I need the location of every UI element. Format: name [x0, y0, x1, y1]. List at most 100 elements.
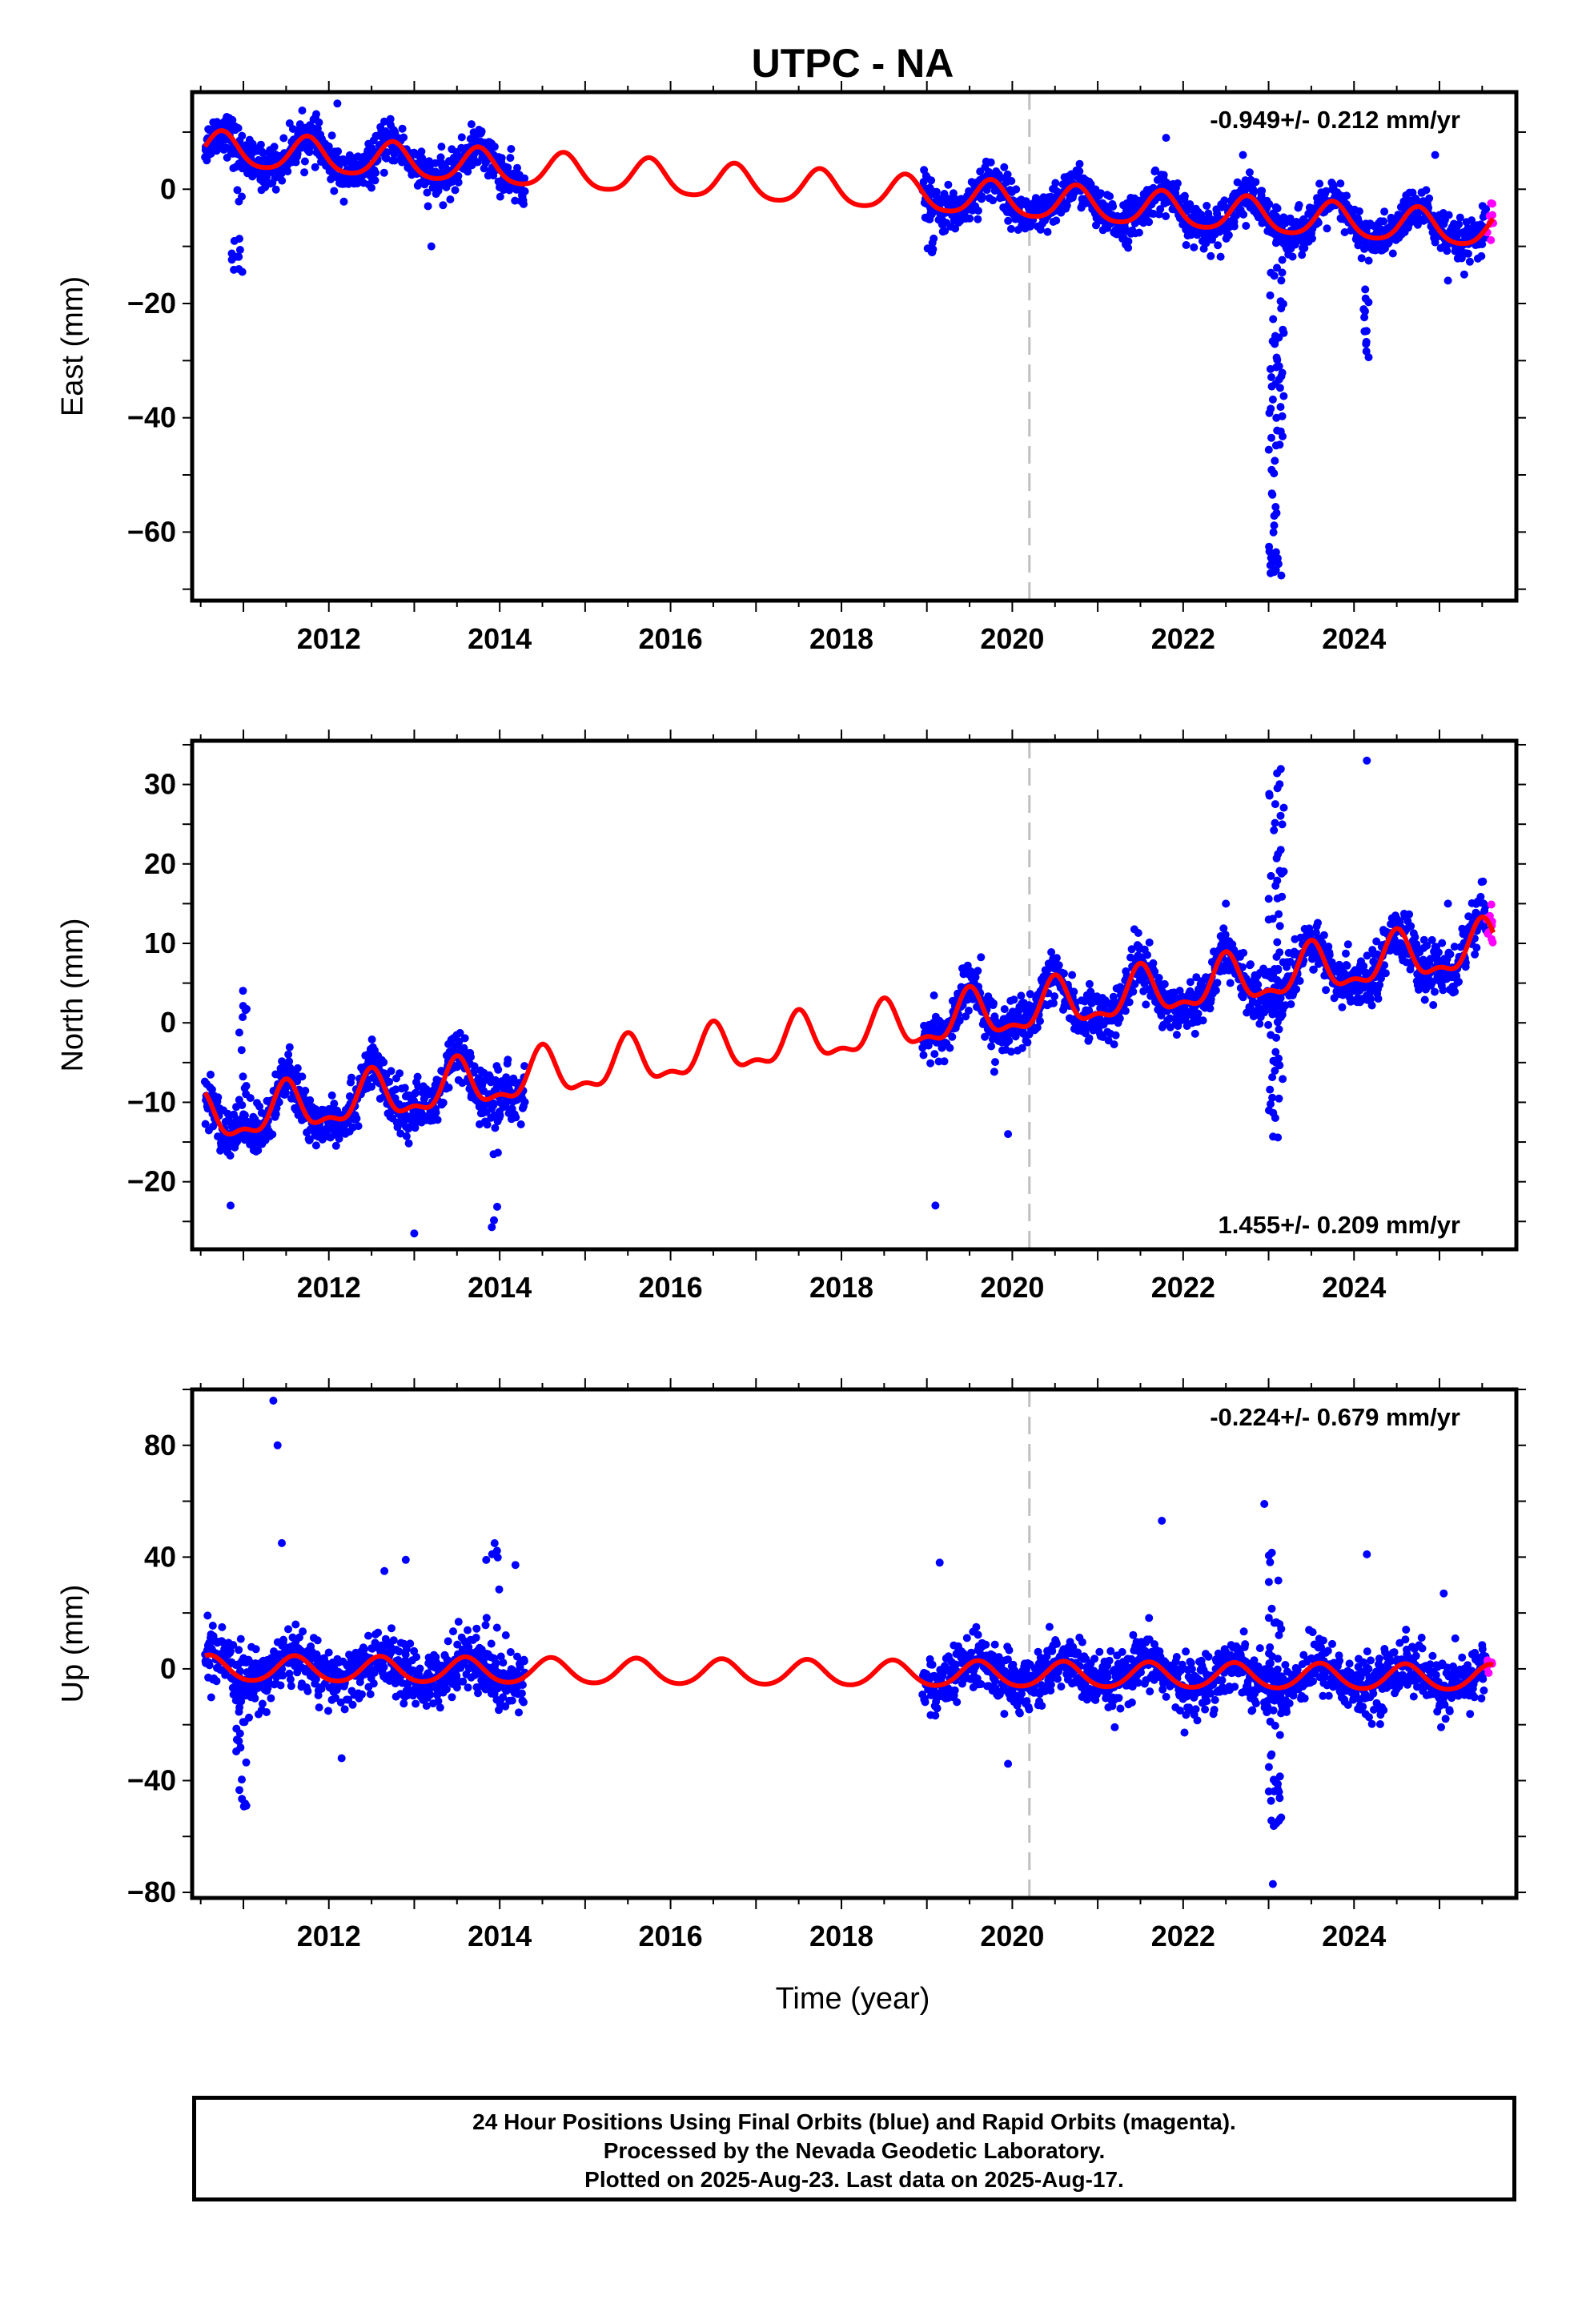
rapid-point: [1487, 235, 1496, 244]
rapid-point: [1488, 211, 1497, 219]
final-point: [1434, 948, 1443, 957]
final-point: [1003, 170, 1012, 179]
final-point: [311, 163, 319, 171]
final-point: [1268, 395, 1277, 404]
final-point: [271, 185, 280, 194]
final-point: [919, 1051, 928, 1059]
final-point: [315, 1703, 323, 1712]
final-point: [949, 189, 958, 198]
final-point: [437, 143, 446, 151]
final-point: [489, 1150, 498, 1159]
final-point: [1220, 196, 1229, 205]
final-point: [285, 1043, 294, 1051]
x-tick-label: 2012: [297, 622, 361, 655]
final-point: [1379, 217, 1388, 226]
final-point: [974, 215, 982, 223]
y-tick-label: −20: [127, 1165, 176, 1198]
final-point: [324, 1648, 333, 1657]
final-point: [1255, 1019, 1264, 1028]
final-point: [226, 1152, 235, 1160]
final-point: [279, 134, 288, 143]
final-point: [1336, 179, 1345, 188]
final-point: [1343, 191, 1351, 200]
final-point: [1388, 249, 1397, 258]
final-point: [1270, 568, 1279, 577]
final-point: [1325, 951, 1334, 959]
y-axis-label: East (mm): [56, 276, 90, 416]
final-point: [1245, 168, 1254, 177]
final-point: [1264, 445, 1273, 454]
final-point: [1251, 178, 1260, 187]
final-point: [1471, 950, 1480, 959]
final-point: [268, 1130, 277, 1139]
final-point: [1070, 987, 1078, 996]
final-point: [1230, 222, 1239, 231]
final-point: [1149, 959, 1158, 967]
final-point: [237, 1046, 246, 1055]
y-tick-label: 0: [160, 172, 176, 205]
final-point: [284, 1050, 293, 1059]
final-point: [496, 1112, 504, 1120]
final-point: [380, 117, 388, 126]
final-point: [1446, 950, 1455, 959]
final-point: [1277, 571, 1286, 580]
x-tick-label: 2014: [468, 1271, 532, 1304]
x-tick-label: 2020: [980, 1271, 1044, 1304]
final-point: [369, 1679, 378, 1688]
final-point: [439, 201, 448, 210]
final-point: [354, 1122, 363, 1131]
final-point: [926, 215, 934, 223]
final-point: [1214, 241, 1223, 250]
final-point: [1275, 1025, 1283, 1034]
final-point: [1004, 1130, 1013, 1139]
y-tick-label: 10: [144, 927, 176, 959]
final-point: [300, 157, 309, 166]
final-point: [1288, 252, 1297, 261]
final-point: [1267, 871, 1275, 880]
final-point: [1444, 211, 1453, 219]
final-point: [1134, 929, 1142, 937]
final-point: [327, 131, 336, 140]
final-point: [235, 1028, 243, 1037]
final-point: [1377, 225, 1386, 234]
final-point: [496, 192, 504, 201]
final-point: [371, 176, 379, 185]
final-point: [1231, 211, 1240, 220]
final-point: [1226, 979, 1235, 987]
final-point: [446, 195, 455, 203]
final-point: [1266, 291, 1275, 300]
final-point: [1270, 469, 1279, 478]
panel-2: 2012 2014 2016 2018 2020 2022 20243020100−10−2…: [56, 730, 1526, 1304]
final-point: [1465, 257, 1474, 266]
y-axis-label: North (mm): [56, 918, 90, 1072]
final-point: [1268, 553, 1277, 562]
final-point: [989, 196, 998, 205]
final-point: [379, 168, 388, 177]
final-point: [417, 147, 426, 156]
final-point: [504, 163, 512, 172]
final-point: [1264, 895, 1273, 903]
final-point: [454, 171, 463, 180]
final-point: [1407, 922, 1415, 931]
final-point: [390, 156, 399, 165]
final-point: [1360, 327, 1369, 336]
final-point: [1278, 368, 1287, 377]
final-point: [207, 1085, 216, 1094]
final-point: [1275, 948, 1284, 957]
final-point: [1129, 987, 1138, 996]
y-tick-label: 30: [144, 768, 176, 801]
final-point: [1277, 869, 1286, 878]
final-point: [1362, 337, 1371, 346]
final-point: [1266, 1085, 1275, 1094]
final-point: [1159, 171, 1168, 179]
final-point: [1051, 179, 1060, 187]
final-point: [301, 1087, 310, 1095]
final-point: [242, 1082, 251, 1090]
final-point: [239, 1002, 247, 1011]
final-point: [1092, 221, 1100, 230]
final-point: [424, 202, 432, 211]
final-point: [488, 1223, 496, 1232]
final-point: [400, 133, 408, 142]
final-point: [1271, 239, 1280, 247]
plot-frame: [190, 738, 1519, 1252]
